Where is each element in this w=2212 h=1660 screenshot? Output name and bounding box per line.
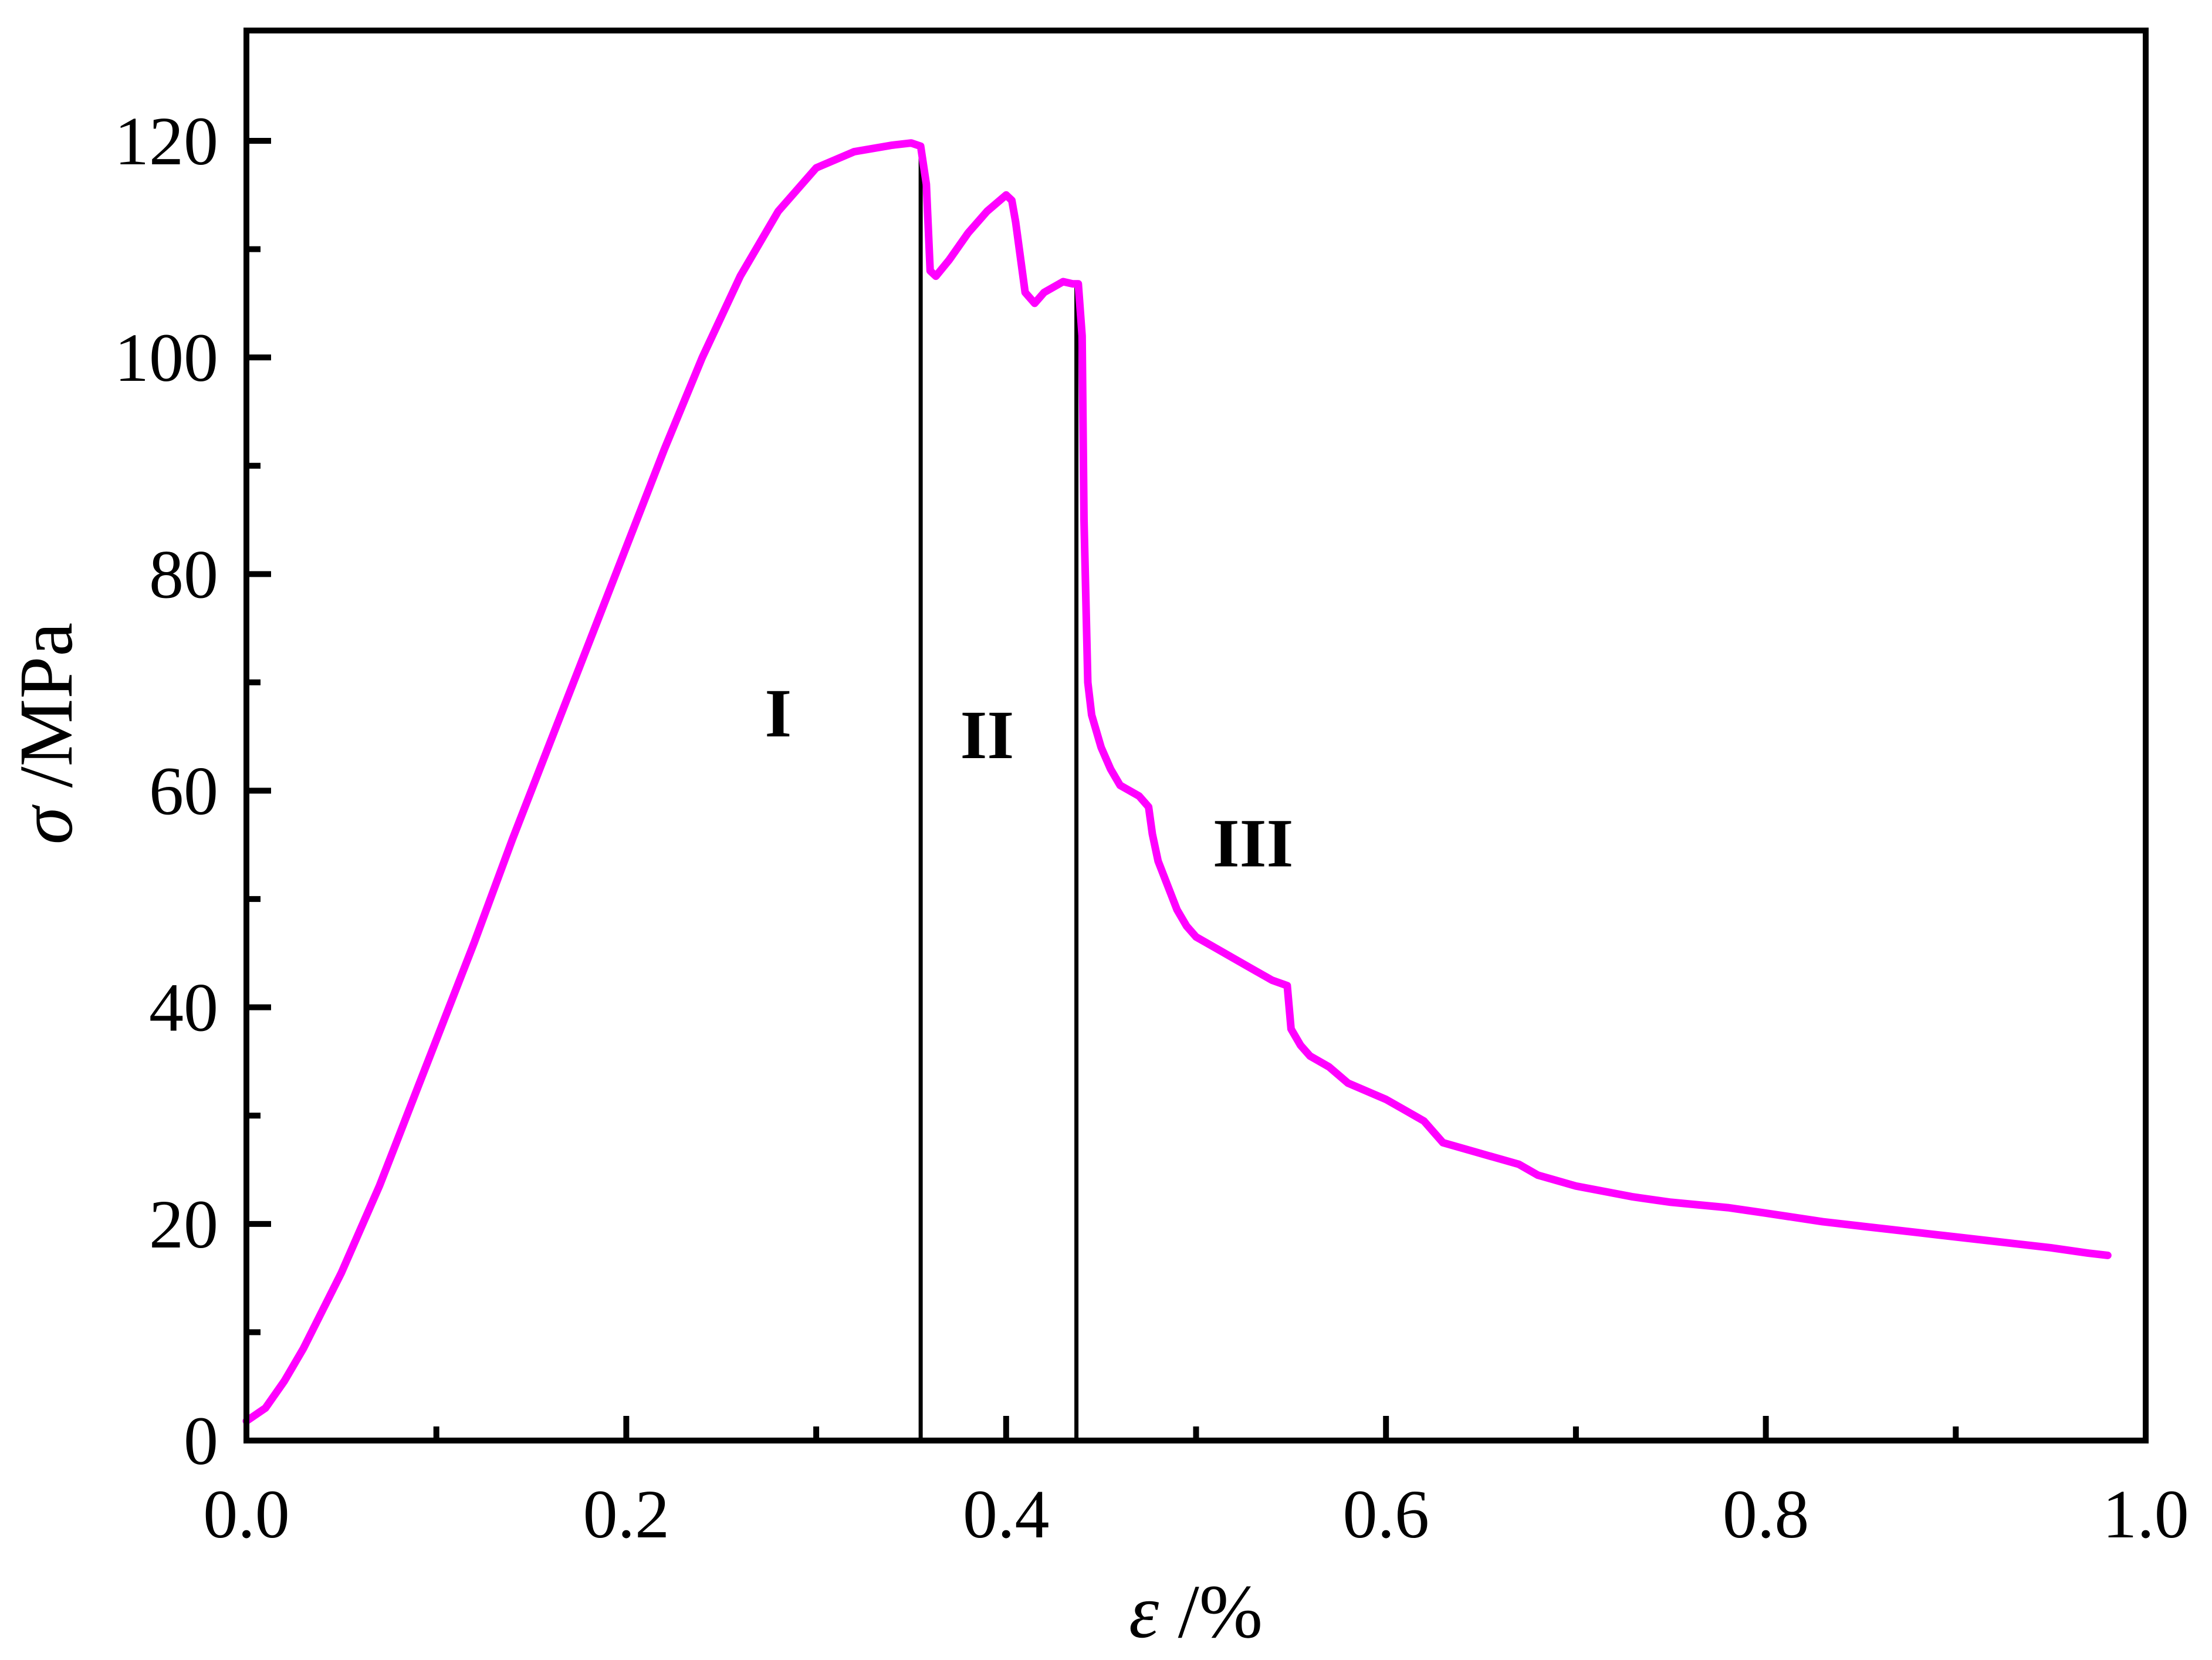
y-tick-label: 60 bbox=[149, 753, 218, 830]
y-tick-label: 20 bbox=[149, 1186, 218, 1263]
y-tick-label: 40 bbox=[149, 969, 218, 1046]
y-axis-unit: /MPa bbox=[4, 623, 89, 807]
axis-ticks bbox=[246, 138, 1959, 1441]
x-axis-unit: /% bbox=[1159, 1570, 1263, 1654]
y-tick-label: 80 bbox=[149, 536, 218, 613]
x-tick-label: 0.6 bbox=[1342, 1476, 1429, 1553]
x-tick-label: 1.0 bbox=[2102, 1476, 2189, 1553]
x-tick-label: 0.0 bbox=[203, 1476, 290, 1553]
series-line-1 bbox=[242, 139, 2112, 1425]
x-axis-symbol: ε bbox=[1129, 1570, 1159, 1654]
x-tick-label: 0.8 bbox=[1723, 1476, 1809, 1553]
y-tick-label: 0 bbox=[184, 1402, 218, 1479]
stage-label-II: II bbox=[960, 697, 1014, 773]
tick-labels: 0.0 0.2 0.4 0.6 0.8 1.0 0 20 40 60 80 100 120 bbox=[114, 103, 2189, 1553]
y-tick-label: 100 bbox=[114, 319, 218, 396]
series-group bbox=[242, 139, 2112, 1425]
x-tick-label: 0.2 bbox=[583, 1476, 670, 1553]
stage-boundary-lines bbox=[918, 146, 1079, 1441]
x-axis-title: ε /% bbox=[1129, 1570, 1263, 1654]
y-axis-title: σ /MPa bbox=[4, 623, 89, 844]
y-tick-label: 120 bbox=[114, 103, 218, 180]
stage-label-I: I bbox=[765, 675, 792, 752]
stage-label-III: III bbox=[1213, 805, 1294, 882]
x-tick-label: 0.4 bbox=[963, 1476, 1050, 1553]
plot-frame bbox=[243, 28, 2149, 1443]
y-axis-symbol: σ bbox=[4, 804, 89, 844]
